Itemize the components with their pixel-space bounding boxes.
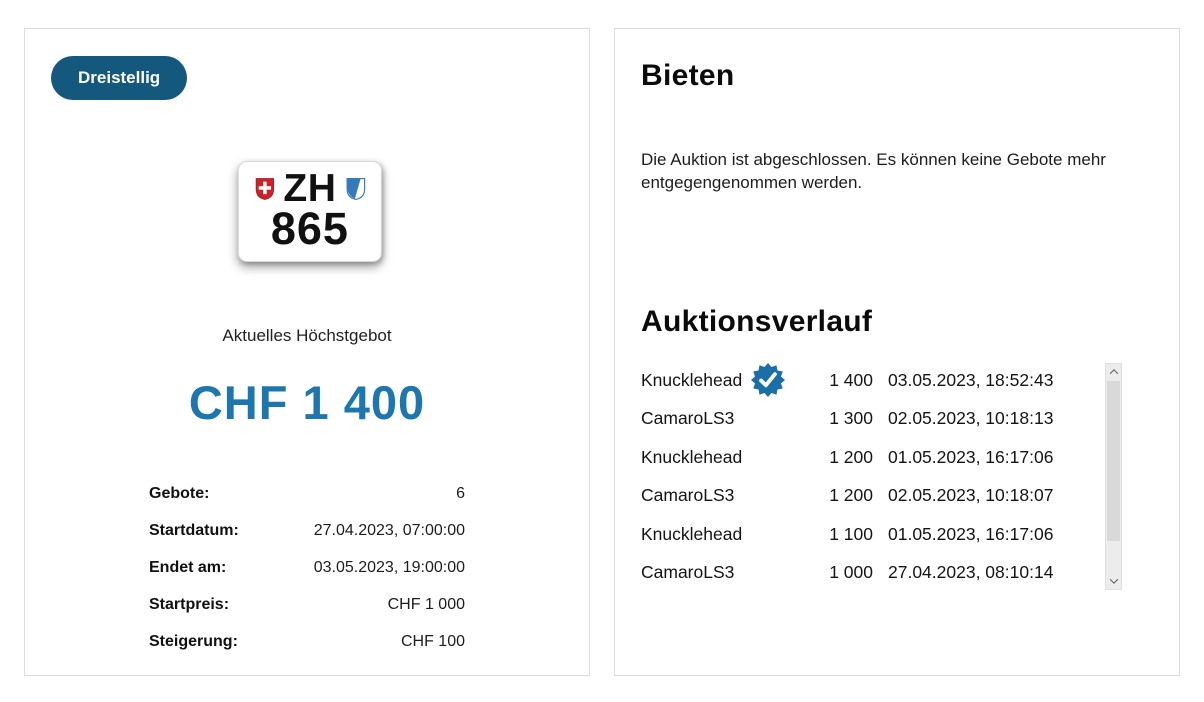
license-plate: ZH 865 [237, 161, 382, 262]
bid-datetime: 02.05.2023, 10:18:13 [888, 408, 1054, 429]
detail-value: CHF 1 000 [387, 595, 465, 613]
bid-row: CamaroLS3 1 300 02.05.2023, 10:18:13 [641, 400, 1122, 439]
detail-value: CHF 100 [400, 632, 465, 650]
zurich-shield-icon [345, 177, 365, 201]
bidder-name: Knucklehead [641, 523, 743, 544]
highest-bid-label: Aktuelles Höchstgebot [222, 326, 392, 345]
detail-label: Startdatum: [149, 521, 239, 539]
detail-label: Startpreis: [149, 595, 230, 613]
scroll-up-button[interactable] [1106, 364, 1121, 380]
scrollbar-thumb[interactable] [1107, 381, 1120, 541]
bid-datetime: 02.05.2023, 10:18:07 [888, 485, 1054, 506]
bid-amount: 1 400 [829, 369, 873, 390]
bidder-name: Knucklehead [641, 446, 743, 467]
bid-row: Knucklehead 1 200 01.05.2023, 16:17:06 [641, 438, 1122, 477]
bid-amount: 1 300 [829, 408, 873, 429]
auction-details: Gebote: 6 Startdatum: 27.04.2023, 07:00:… [149, 475, 465, 660]
plate-number: 865 [270, 203, 349, 254]
detail-label: Steigerung: [149, 632, 238, 650]
detail-value: 27.04.2023, 07:00:00 [313, 521, 465, 539]
detail-row-steigerung: Steigerung: CHF 100 [149, 623, 465, 660]
scroll-down-button[interactable] [1106, 573, 1121, 589]
swiss-shield-icon [254, 177, 274, 201]
plate-canton-code: ZH [283, 167, 337, 210]
bid-datetime: 01.05.2023, 16:17:06 [888, 446, 1054, 467]
chevron-up-icon [1109, 369, 1118, 378]
detail-row-startdatum: Startdatum: 27.04.2023, 07:00:00 [149, 512, 465, 549]
detail-row-endet-am: Endet am: 03.05.2023, 19:00:00 [149, 549, 465, 586]
auction-history-list[interactable]: Knucklehead 1 400 03.05.2023, 18:52:43 C… [641, 361, 1122, 598]
history-scrollbar[interactable] [1105, 363, 1122, 590]
detail-value: 6 [456, 484, 465, 502]
bid-amount: 1 000 [829, 562, 873, 583]
bid-row: Knucklehead 1 400 03.05.2023, 18:52:43 [641, 361, 1122, 400]
category-badge: Dreistellig [51, 56, 188, 100]
detail-row-startpreis: Startpreis: CHF 1 000 [149, 586, 465, 623]
detail-value: 03.05.2023, 19:00:00 [313, 558, 465, 576]
bidder-name: CamaroLS3 [641, 408, 735, 429]
detail-label: Endet am: [149, 558, 227, 576]
bid-row: Knucklehead 1 100 01.05.2023, 16:17:06 [641, 515, 1122, 554]
history-title: Auktionsverlauf [641, 305, 873, 338]
detail-label: Gebote: [149, 484, 210, 502]
bid-row: CamaroLS3 1 000 27.04.2023, 08:10:14 [641, 554, 1122, 593]
bid-datetime: 01.05.2023, 16:17:06 [888, 523, 1054, 544]
bidder-name: CamaroLS3 [641, 485, 735, 506]
highest-bid-value: CHF 1 400 [188, 376, 426, 429]
auction-closed-message: Die Auktion ist abgeschlossen. Es können… [641, 150, 1106, 192]
bidder-name: Knucklehead [641, 369, 743, 390]
bidding-title: Bieten [641, 59, 735, 92]
bid-amount: 1 200 [829, 446, 873, 467]
plate-summary-card: Dreistellig ZH 865 [24, 28, 590, 676]
bid-row: CamaroLS3 1 200 02.05.2023, 10:18:07 [641, 477, 1122, 516]
detail-row-gebote: Gebote: 6 [149, 475, 465, 512]
bidder-name: CamaroLS3 [641, 562, 735, 583]
bid-amount: 1 200 [829, 485, 873, 506]
winner-check-icon [751, 363, 786, 398]
bidding-card: Bieten Die Auktion ist abgeschlossen. Es… [614, 28, 1180, 676]
bid-amount: 1 100 [829, 523, 873, 544]
bid-datetime: 03.05.2023, 18:52:43 [888, 369, 1054, 390]
bid-datetime: 27.04.2023, 08:10:14 [888, 562, 1054, 583]
license-plate-top-row: ZH [239, 167, 381, 210]
chevron-down-icon [1109, 575, 1118, 584]
